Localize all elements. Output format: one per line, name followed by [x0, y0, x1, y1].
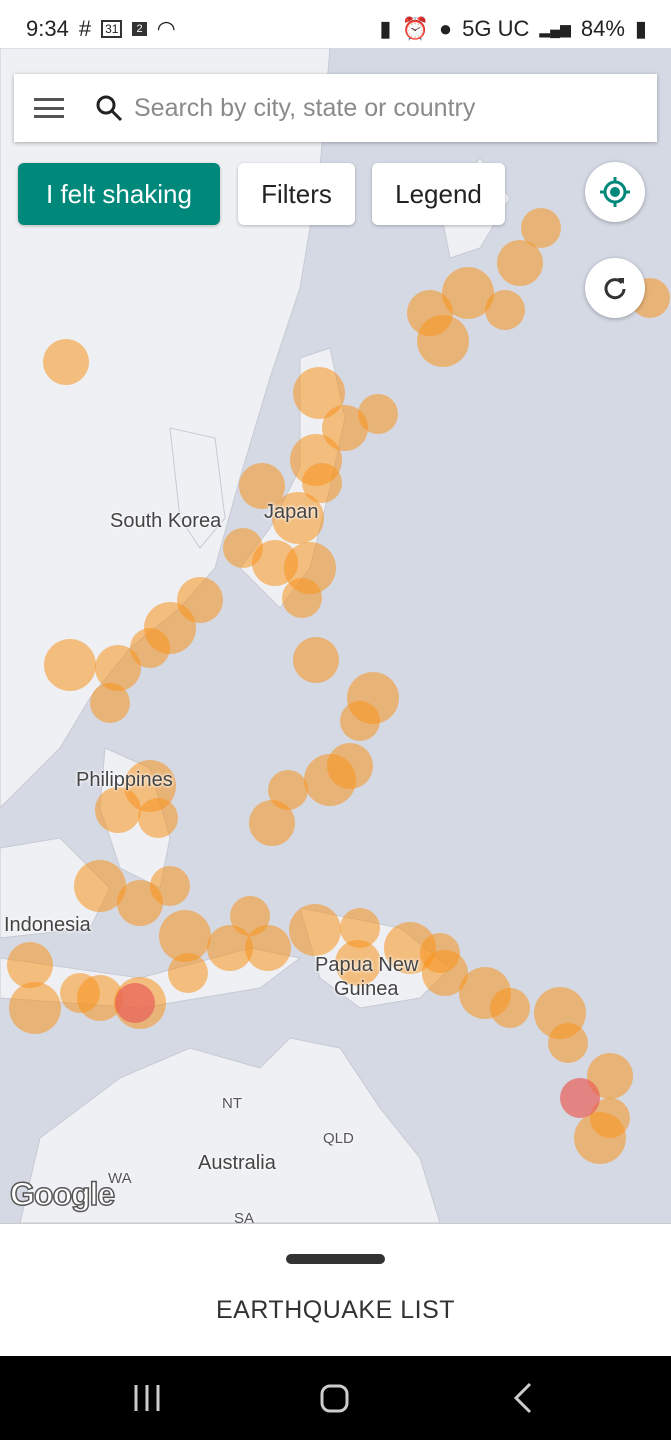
earthquake-marker[interactable]: [7, 942, 53, 988]
battery-icon: ▮: [634, 16, 647, 41]
google-logo: Google: [9, 1175, 116, 1213]
earthquake-marker[interactable]: [548, 1023, 588, 1063]
battery-saver-icon: ▮: [379, 16, 392, 41]
network-type: 5G UC: [462, 16, 530, 41]
refresh-button[interactable]: [585, 258, 645, 318]
earthquake-marker[interactable]: [422, 950, 468, 996]
my-location-button[interactable]: [585, 162, 645, 222]
earthquake-marker[interactable]: [358, 394, 398, 434]
earthquake-list-sheet[interactable]: EARTHQUAKE LIST: [0, 1223, 671, 1356]
earthquake-marker[interactable]: [130, 628, 170, 668]
refresh-icon: [604, 278, 626, 300]
map-canvas: [0, 48, 670, 1223]
calendar-icon: 31: [101, 20, 123, 38]
label-wa: WA: [108, 1170, 132, 1187]
earthquake-marker[interactable]: [95, 787, 141, 833]
earthquake-marker[interactable]: [322, 405, 368, 451]
label-indonesia: Indonesia: [4, 914, 91, 936]
label-papua-new: Papua New: [315, 954, 419, 976]
drag-handle[interactable]: [286, 1254, 385, 1264]
slack-icon: #: [78, 16, 92, 41]
earthquake-marker[interactable]: [138, 798, 178, 838]
earthquake-marker[interactable]: [289, 904, 341, 956]
menu-icon[interactable]: [34, 98, 64, 118]
search-bar: [14, 74, 657, 142]
earthquake-marker[interactable]: [497, 240, 543, 286]
earthquake-marker[interactable]: [90, 683, 130, 723]
earthquake-marker[interactable]: [293, 367, 345, 419]
land-australia: [19, 1037, 441, 1223]
label-south-korea: South Korea: [110, 510, 222, 532]
crosshair-icon: [600, 177, 630, 207]
earthquake-marker[interactable]: [43, 339, 89, 385]
earthquake-marker[interactable]: [442, 267, 494, 319]
label-japan: Japan: [264, 501, 319, 523]
earthquake-marker[interactable]: [44, 639, 96, 691]
earthquake-marker[interactable]: [230, 896, 270, 936]
earthquake-marker[interactable]: [95, 645, 141, 691]
earthquake-marker[interactable]: [490, 988, 530, 1028]
earthquake-marker[interactable]: [282, 578, 322, 618]
legend-button[interactable]: Legend: [372, 163, 505, 225]
earthquake-marker[interactable]: [159, 910, 211, 962]
alarm-icon: ⏰: [401, 16, 429, 41]
label-guinea: Guinea: [334, 978, 399, 1000]
label-nt: NT: [222, 1095, 242, 1112]
land-asia: [0, 48, 331, 809]
earthquake-marker[interactable]: [168, 953, 208, 993]
earthquake-marker[interactable]: [304, 754, 356, 806]
earthquake-list-title[interactable]: EARTHQUAKE LIST: [215, 1296, 456, 1324]
earthquake-marker[interactable]: [340, 701, 380, 741]
time: 9:34: [26, 16, 69, 41]
earthquake-marker[interactable]: [249, 800, 295, 846]
earthquake-marker[interactable]: [293, 637, 339, 683]
earthquake-marker[interactable]: [485, 290, 525, 330]
label-australia: Australia: [198, 1152, 276, 1174]
earthquake-marker[interactable]: [245, 925, 291, 971]
earthquake-marker-strong[interactable]: [115, 983, 155, 1023]
earthquake-marker[interactable]: [590, 1098, 630, 1138]
earthquake-map[interactable]: South Korea Japan Philippines Indonesia …: [0, 48, 671, 1223]
wifi-icon: ◠: [156, 16, 176, 41]
filters-button[interactable]: Filters: [238, 163, 355, 225]
earthquake-marker[interactable]: [74, 860, 126, 912]
earthquake-marker[interactable]: [239, 463, 285, 509]
search-input[interactable]: [134, 93, 614, 123]
earthquake-marker[interactable]: [587, 1053, 633, 1099]
label-qld: QLD: [323, 1130, 354, 1147]
land-korea: [169, 427, 226, 549]
location-icon: ●: [438, 16, 453, 41]
back-button[interactable]: [513, 1382, 532, 1414]
earthquake-marker-strong[interactable]: [560, 1078, 600, 1118]
search-icon: [94, 93, 124, 123]
label-philippines: Philippines: [76, 769, 173, 791]
earthquake-marker[interactable]: [268, 770, 308, 810]
signal-icon: ▂▄▆: [539, 20, 571, 37]
system-nav-bar: [0, 1356, 671, 1440]
earthquake-marker[interactable]: [272, 492, 324, 544]
earthquake-marker[interactable]: [77, 975, 123, 1021]
earthquake-marker[interactable]: [340, 908, 380, 948]
earthquake-marker[interactable]: [9, 982, 61, 1034]
earthquake-marker[interactable]: [335, 940, 381, 986]
earthquake-marker[interactable]: [117, 880, 163, 926]
status-bar: 9:34 # 31 2 ◠ ▮ ⏰ ● 5G UC ▂▄▆ 84% ▮: [0, 0, 671, 48]
earthquake-marker[interactable]: [302, 463, 342, 503]
earthquake-marker[interactable]: [521, 208, 561, 248]
recent-apps-button[interactable]: [134, 1385, 160, 1411]
felt-shaking-button[interactable]: I felt shaking: [18, 163, 220, 225]
notification-icon: 2: [132, 22, 147, 36]
home-button[interactable]: [320, 1384, 349, 1413]
earthquake-marker[interactable]: [417, 315, 469, 367]
label-sa: SA: [234, 1210, 255, 1223]
earthquake-marker[interactable]: [207, 925, 253, 971]
battery-level: 84%: [580, 16, 625, 41]
